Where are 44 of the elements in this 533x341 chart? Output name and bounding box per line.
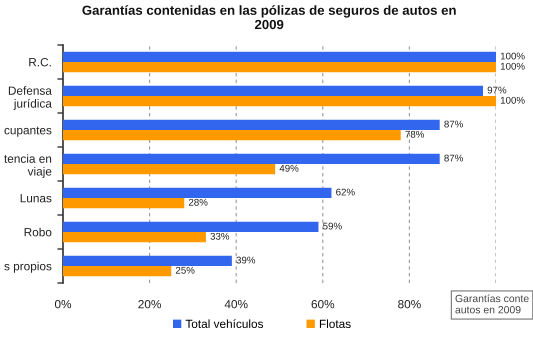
data-label: 87% xyxy=(444,120,463,128)
data-label: 100% xyxy=(500,96,525,104)
bar xyxy=(63,52,496,62)
bar xyxy=(63,256,232,266)
y-tick-label: R.C. xyxy=(29,58,51,66)
data-label: 59% xyxy=(323,222,342,230)
text: Garantías conte autos en 2009 xyxy=(455,294,529,314)
bar xyxy=(63,198,184,208)
data-label: 78% xyxy=(405,130,424,138)
data-label: 62% xyxy=(336,188,355,196)
x-tick-label: 20% xyxy=(138,300,161,308)
bar xyxy=(63,222,318,232)
data-label: 87% xyxy=(444,154,463,162)
x-tick-label: 80% xyxy=(398,300,421,308)
bar xyxy=(63,188,332,198)
bar xyxy=(63,130,401,140)
data-label: 39% xyxy=(236,256,256,264)
y-tick-label: s propios xyxy=(4,262,52,273)
y-tick-label: Lunas xyxy=(20,194,52,202)
bar xyxy=(63,96,496,106)
data-label: 28% xyxy=(188,198,208,206)
x-tick-label: 40% xyxy=(224,300,248,308)
bar xyxy=(63,62,496,72)
data-label: 25% xyxy=(176,266,195,274)
data-label: 97% xyxy=(488,86,506,94)
bar xyxy=(63,86,484,96)
bar xyxy=(63,266,172,276)
data-label: 49% xyxy=(280,164,298,172)
chart-title: Garantías contenidas en las pólizas de seguros de autos en 2009 xyxy=(82,5,456,30)
bar xyxy=(63,154,440,164)
y-tick-label: cupantes xyxy=(4,126,52,137)
data-label: 33% xyxy=(210,232,230,240)
y-tick-label: Defensa jurídica xyxy=(8,86,52,110)
bar xyxy=(63,164,276,174)
y-tick-label: Robo xyxy=(24,228,52,236)
legend-label: Total vehículos xyxy=(186,319,264,328)
bar xyxy=(63,232,206,242)
y-tick-label: tencia en viaje xyxy=(4,154,52,178)
legend-label: Flotas xyxy=(320,319,351,328)
bar xyxy=(63,120,440,130)
data-label: 100% xyxy=(500,52,525,60)
x-tick-label: 60% xyxy=(312,300,334,308)
x-tick-label: 0% xyxy=(54,300,72,308)
data-label: 100% xyxy=(500,62,525,70)
